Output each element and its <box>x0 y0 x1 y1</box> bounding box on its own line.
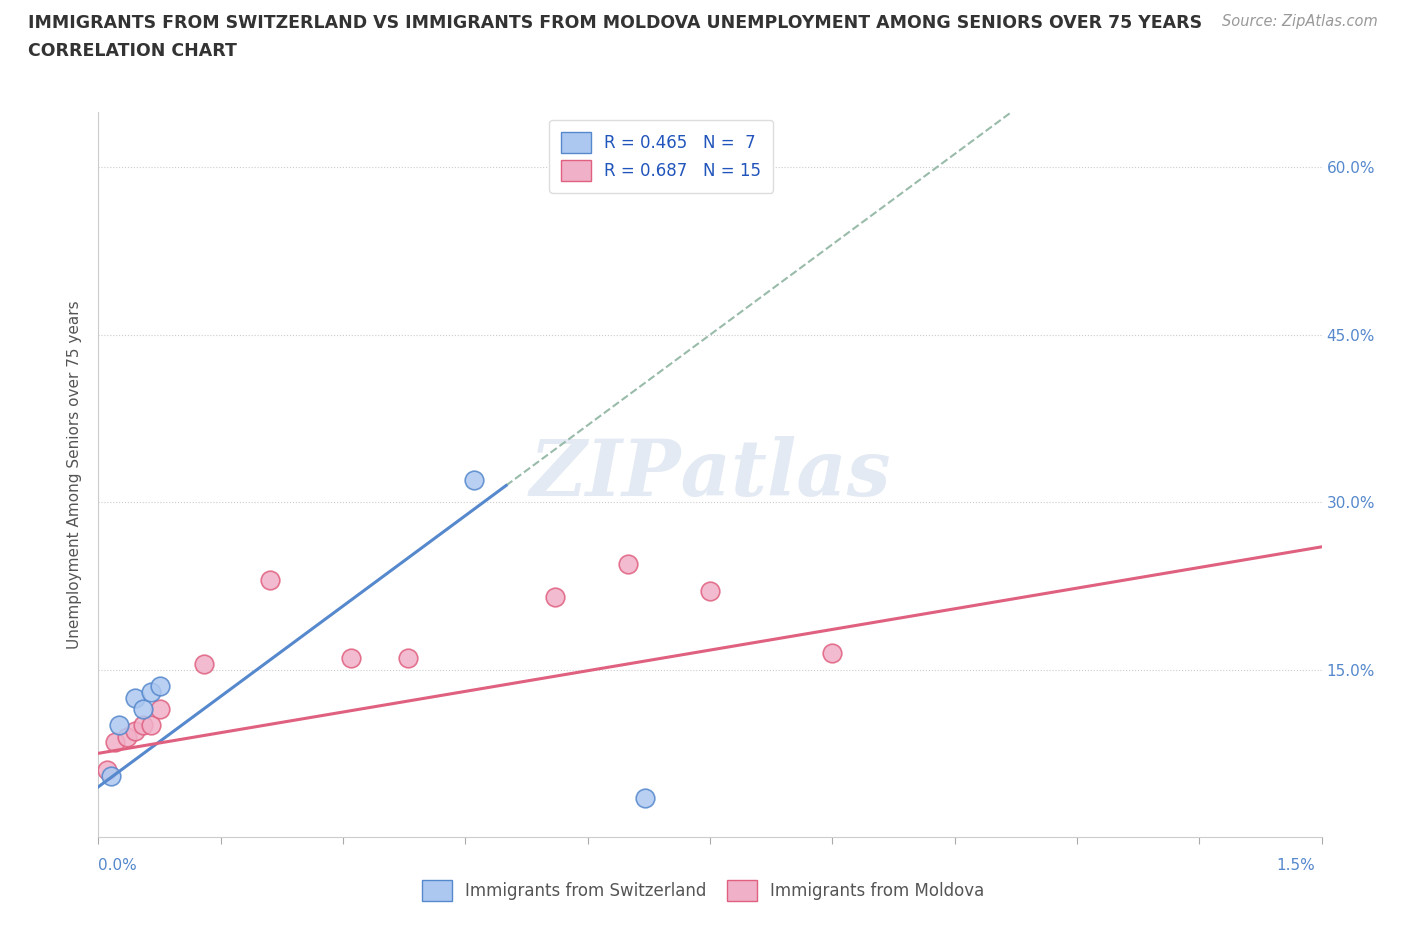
Text: IMMIGRANTS FROM SWITZERLAND VS IMMIGRANTS FROM MOLDOVA UNEMPLOYMENT AMONG SENIOR: IMMIGRANTS FROM SWITZERLAND VS IMMIGRANT… <box>28 14 1202 32</box>
Legend: R = 0.465   N =  7, R = 0.687   N = 15: R = 0.465 N = 7, R = 0.687 N = 15 <box>550 120 773 193</box>
Point <box>132 718 155 733</box>
Point <box>124 690 146 705</box>
Point <box>115 729 138 744</box>
Point <box>193 657 215 671</box>
Point <box>132 701 155 716</box>
Point <box>149 679 172 694</box>
Y-axis label: Unemployment Among Seniors over 75 years: Unemployment Among Seniors over 75 years <box>67 300 83 648</box>
Point <box>634 790 657 805</box>
Point <box>396 651 419 666</box>
Point <box>96 763 118 777</box>
Point <box>124 724 146 738</box>
Point <box>544 590 567 604</box>
Point <box>340 651 363 666</box>
Point <box>259 573 281 588</box>
Point <box>699 584 721 599</box>
Text: Source: ZipAtlas.com: Source: ZipAtlas.com <box>1222 14 1378 29</box>
Text: 0.0%: 0.0% <box>98 857 138 872</box>
Point <box>617 556 640 571</box>
Legend: Immigrants from Switzerland, Immigrants from Moldova: Immigrants from Switzerland, Immigrants … <box>415 873 991 908</box>
Point <box>100 768 122 783</box>
Text: 1.5%: 1.5% <box>1275 857 1315 872</box>
Point <box>141 718 163 733</box>
Point <box>108 718 131 733</box>
Point <box>104 735 127 750</box>
Point <box>463 472 485 487</box>
Point <box>821 645 844 660</box>
Point <box>141 684 163 699</box>
Text: ZIP​atlas: ZIP​atlas <box>529 436 891 512</box>
Point <box>149 701 172 716</box>
Text: CORRELATION CHART: CORRELATION CHART <box>28 42 238 60</box>
